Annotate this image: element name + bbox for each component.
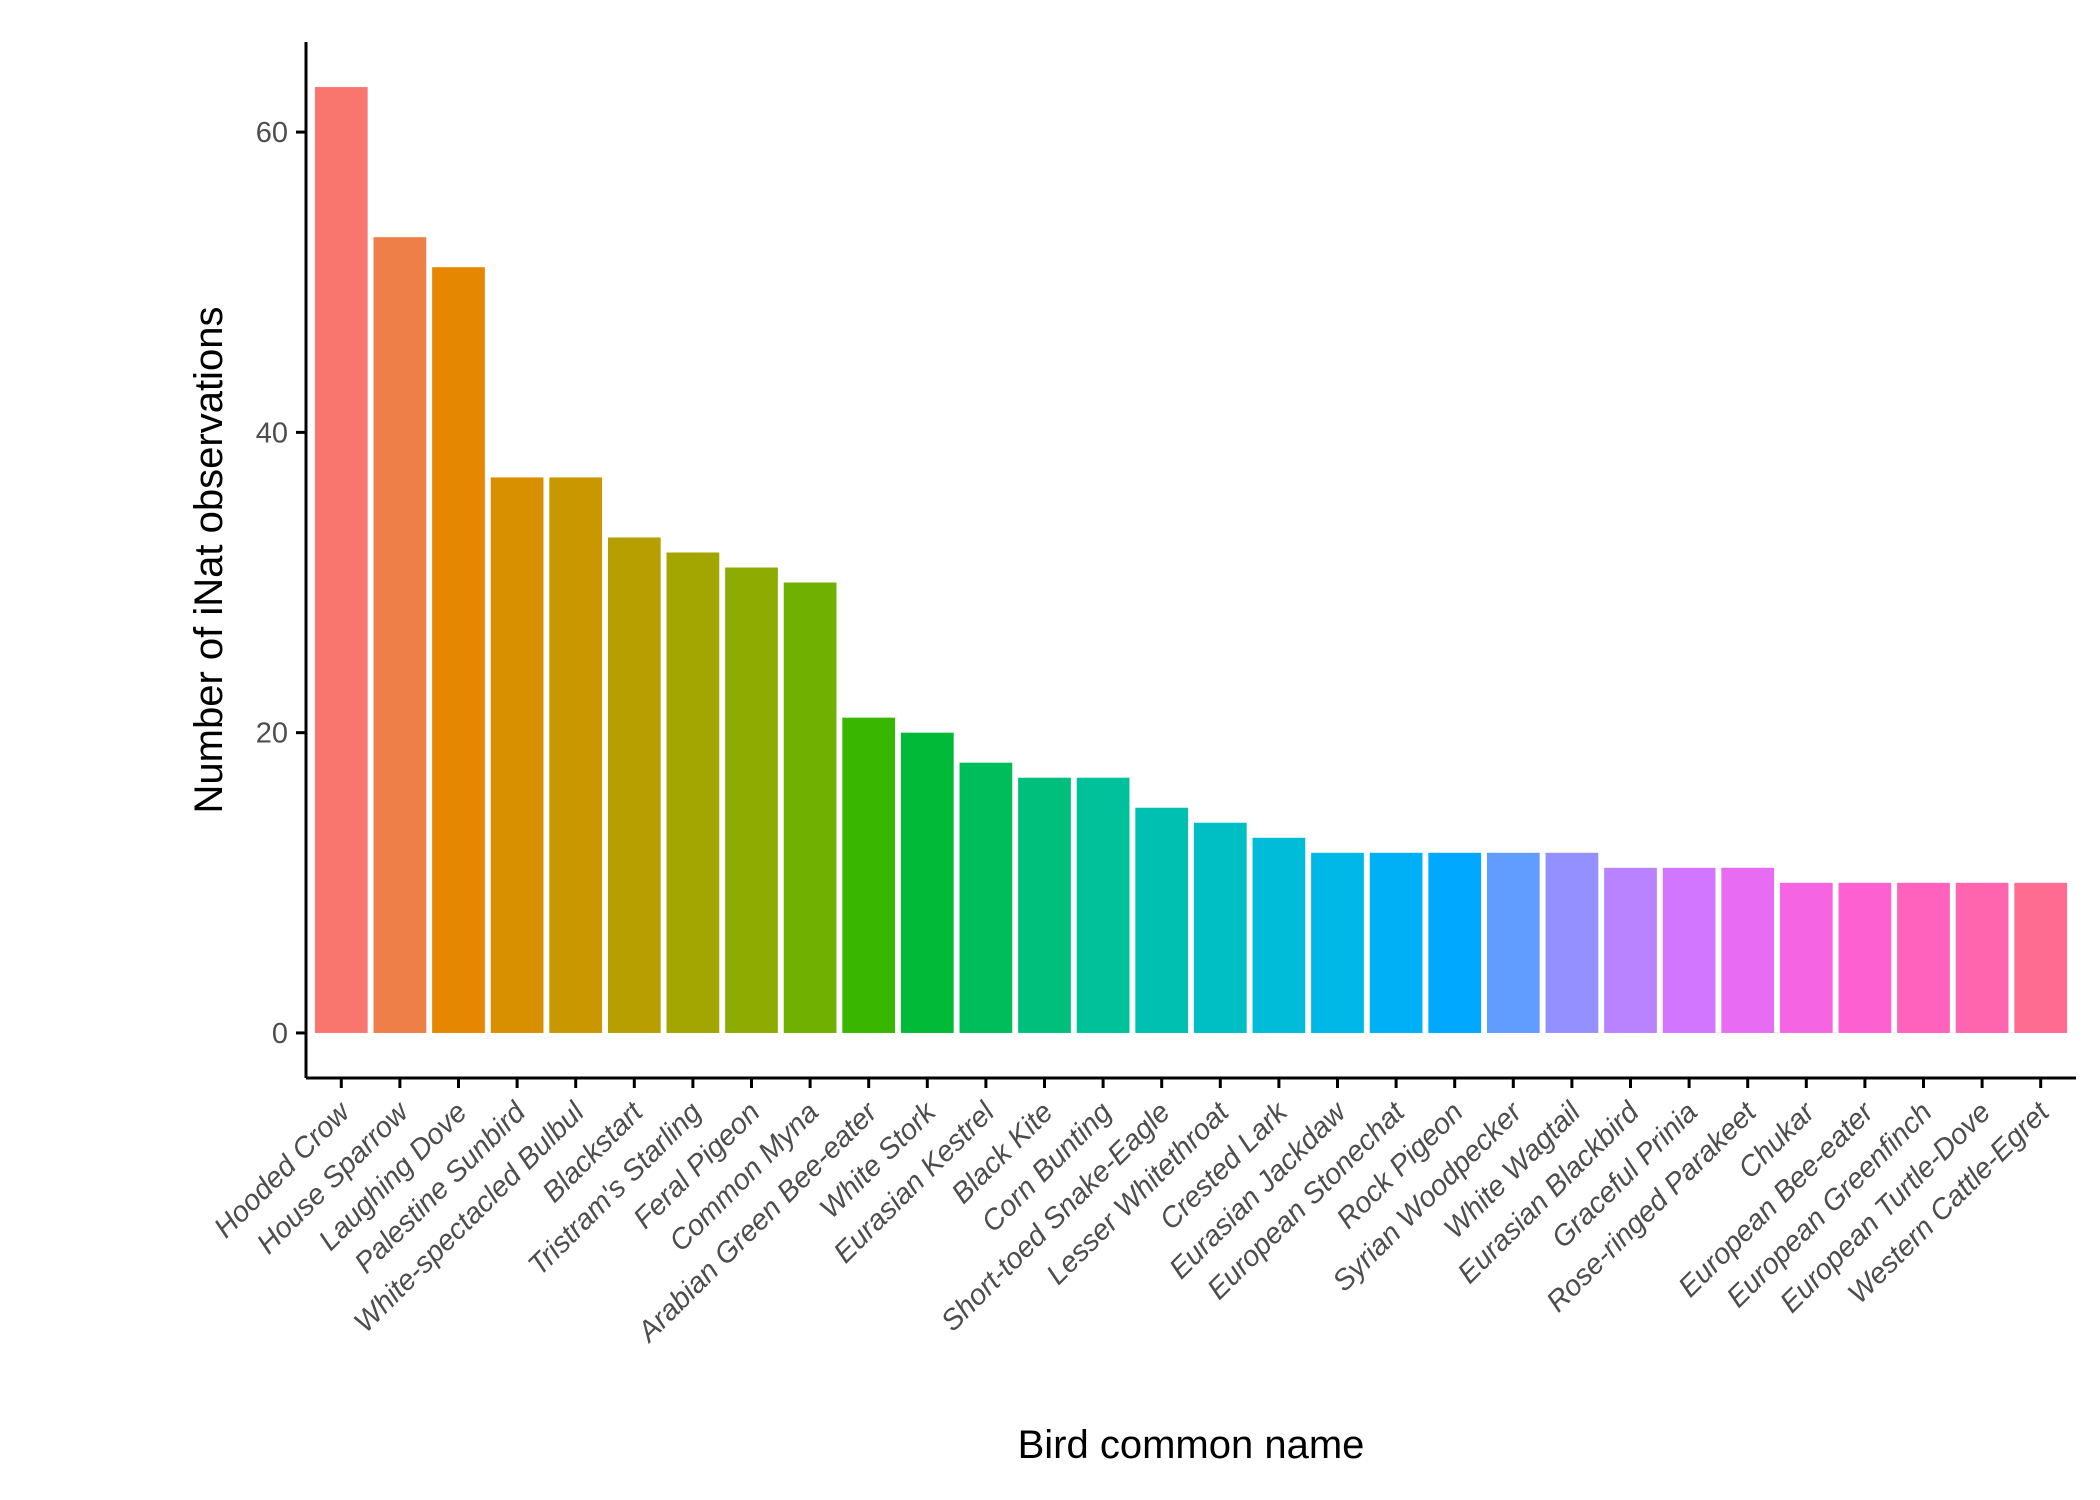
bar-12 (959, 762, 1013, 1033)
bar-18 (1311, 852, 1364, 1033)
bar-9 (783, 582, 837, 1033)
bar-22 (1545, 852, 1599, 1033)
bar-29 (1955, 882, 2009, 1033)
bar-6 (607, 537, 661, 1033)
bar-17 (1252, 837, 1306, 1033)
bar-8 (725, 567, 778, 1033)
bar-16 (1193, 822, 1247, 1033)
bar-15 (1135, 807, 1189, 1033)
bar-13 (1018, 777, 1071, 1033)
bar-10 (842, 717, 896, 1033)
y-axis-title: Number of iNat observations (187, 307, 231, 814)
bar-28 (1897, 882, 1950, 1033)
bar-5 (549, 477, 603, 1033)
y-axis-ticks: 0 20 40 60 (256, 117, 306, 1050)
bar-25 (1721, 867, 1775, 1033)
bar-24 (1662, 867, 1716, 1033)
bar-7 (666, 552, 720, 1033)
bar-21 (1486, 852, 1540, 1033)
bar-23 (1604, 867, 1657, 1033)
bar-26 (1779, 882, 1833, 1033)
x-axis-title: Bird common name (1018, 1423, 1365, 1467)
y-tick-label-60: 60 (256, 117, 288, 149)
bar-27 (1838, 882, 1892, 1033)
bars-group (314, 87, 2068, 1033)
bar-11 (900, 732, 954, 1033)
y-tick-label-20: 20 (256, 718, 288, 750)
y-tick-label-40: 40 (256, 417, 288, 449)
bar-14 (1076, 777, 1130, 1033)
y-tick-label-0: 0 (272, 1018, 288, 1050)
bar-19 (1369, 852, 1423, 1033)
bar-4 (490, 477, 544, 1033)
bar-30 (2014, 882, 2068, 1033)
bar-20 (1428, 852, 1482, 1033)
bar-2 (373, 237, 427, 1033)
bar-1 (314, 87, 368, 1033)
bar-3 (432, 267, 485, 1033)
